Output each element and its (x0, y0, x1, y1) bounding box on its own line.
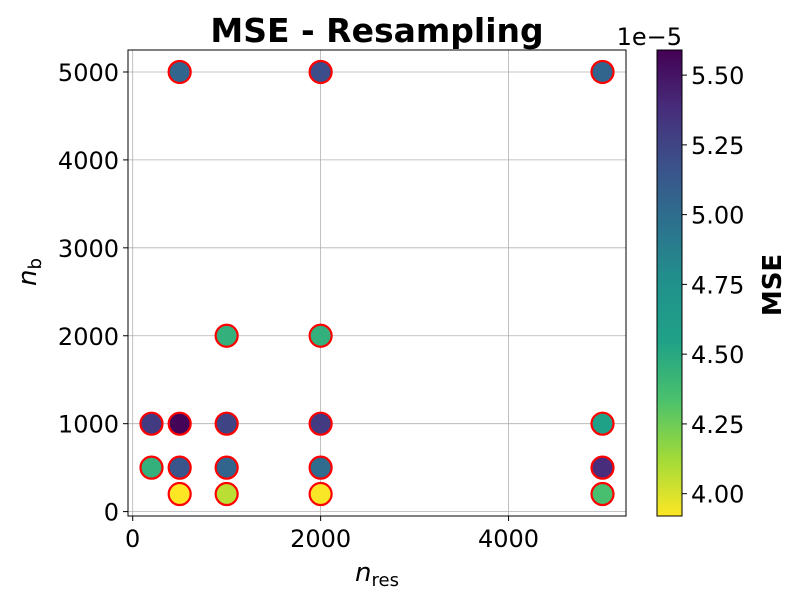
colorbar-tick-label: 4.00 (691, 481, 744, 509)
data-point (167, 411, 192, 436)
colorbar-gradient (656, 49, 683, 517)
data-point (214, 481, 239, 507)
x-tick-label: 4000 (478, 525, 539, 553)
data-point (167, 455, 192, 480)
data-point (167, 59, 192, 85)
colorbar-tick-label: 4.25 (691, 411, 744, 439)
colorbar: 4.00 4.25 4.50 4.75 5.00 5.25 5.50 1e−5 MSE (617, 23, 788, 517)
data-point (308, 411, 333, 436)
data-point (214, 323, 239, 348)
y-tick-label: 1000 (58, 411, 119, 439)
plot-frame (127, 49, 627, 517)
colorbar-tick-label: 4.75 (691, 271, 744, 299)
colorbar-tick-label: 5.25 (691, 132, 744, 160)
colorbar-tick-label: 5.00 (691, 202, 744, 230)
data-point (590, 411, 615, 436)
y-tick-label: 3000 (58, 235, 119, 263)
y-tick-label: 2000 (58, 323, 119, 351)
data-point (214, 455, 239, 480)
y-tick-label: 4000 (58, 147, 119, 175)
data-point (139, 455, 164, 480)
data-point (590, 481, 615, 507)
colorbar-tick-label: 5.50 (691, 62, 744, 90)
x-tick-label: 2000 (290, 525, 351, 553)
data-point (308, 455, 333, 480)
colorbar-tick-label: 4.50 (691, 341, 744, 369)
x-tick-label: 0 (125, 525, 140, 553)
data-point (590, 455, 615, 480)
x-axis-ticks: 0 2000 4000 (125, 516, 539, 553)
data-point (214, 411, 239, 436)
y-axis-ticks: 0 1000 2000 3000 4000 5000 (58, 59, 128, 527)
data-point (308, 323, 333, 348)
y-tick-label: 5000 (58, 59, 119, 87)
data-point (590, 59, 615, 85)
colorbar-label: MSE (758, 254, 788, 316)
y-axis-label: nb (13, 258, 46, 286)
chart-title: MSE - Resampling (210, 11, 543, 50)
data-point (139, 411, 164, 436)
colorbar-ticks: 4.00 4.25 4.50 4.75 5.00 5.25 5.50 (682, 62, 744, 509)
y-tick-label: 0 (104, 499, 119, 527)
data-points (139, 59, 615, 507)
data-point (167, 481, 192, 507)
colorbar-offset-text: 1e−5 (617, 23, 682, 51)
grid (128, 50, 626, 516)
data-point (308, 59, 333, 85)
x-axis-label: nres (355, 558, 399, 591)
data-point (308, 481, 333, 507)
